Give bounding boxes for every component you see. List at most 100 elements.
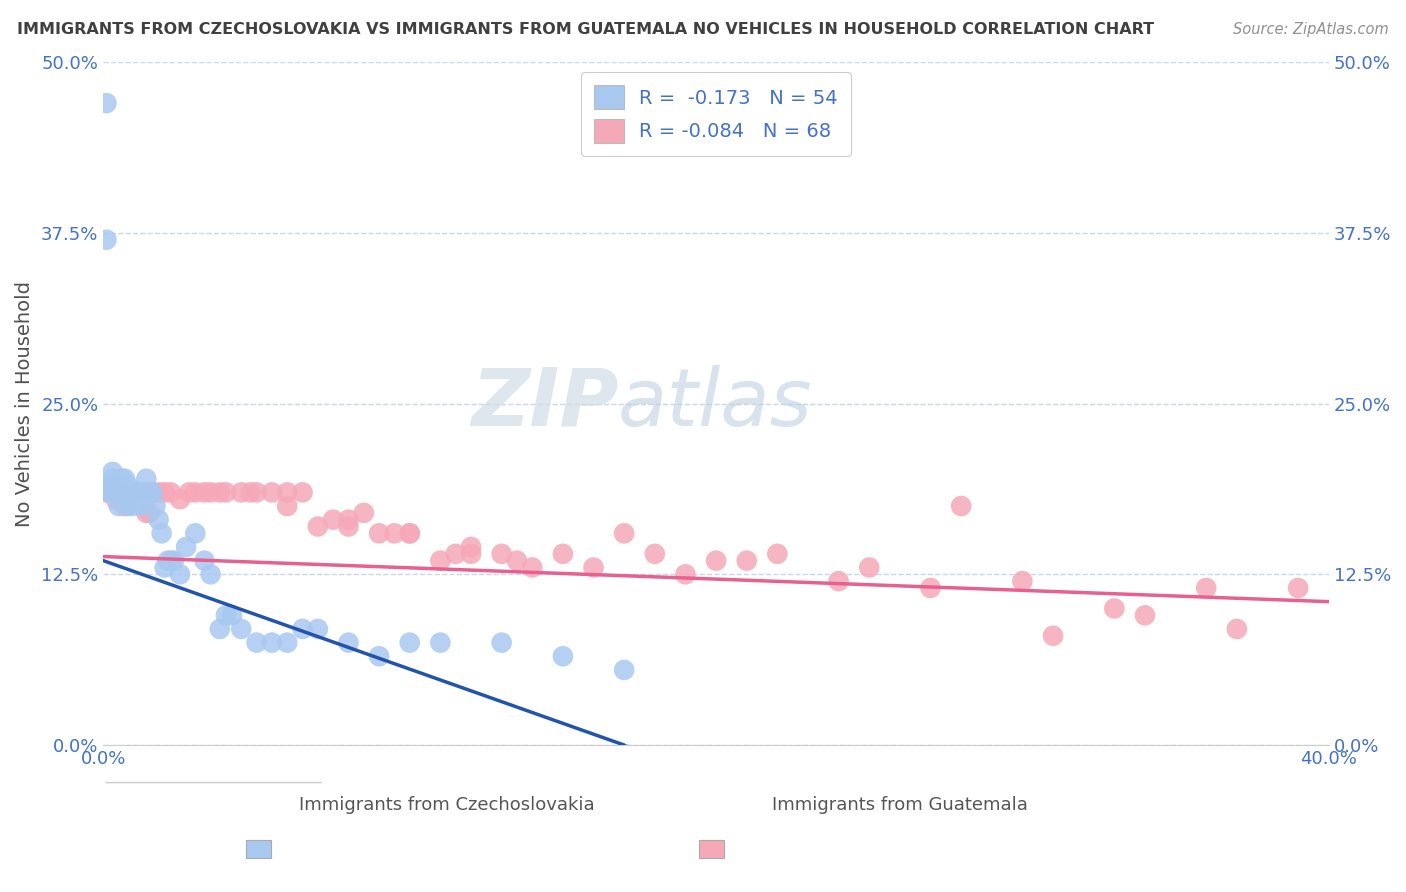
Point	[117, 492, 139, 507]
Point	[96, 96, 118, 111]
Point	[122, 485, 145, 500]
Point	[193, 554, 215, 568]
Text: IMMIGRANTS FROM CZECHOSLOVAKIA VS IMMIGRANTS FROM GUATEMALA NO VEHICLES IN HOUSE: IMMIGRANTS FROM CZECHOSLOVAKIA VS IMMIGR…	[17, 22, 1154, 37]
Point	[950, 499, 973, 513]
Point	[1104, 601, 1126, 615]
Point	[148, 485, 170, 500]
Point	[200, 567, 222, 582]
Point	[132, 485, 155, 500]
Point	[444, 547, 467, 561]
Point	[122, 499, 145, 513]
Point	[179, 485, 201, 500]
Text: atlas: atlas	[619, 365, 813, 442]
Point	[398, 526, 420, 541]
Point	[337, 513, 360, 527]
Point	[827, 574, 849, 589]
Point	[398, 526, 420, 541]
Point	[491, 635, 513, 649]
Point	[245, 635, 267, 649]
Point	[107, 485, 129, 500]
Point	[120, 485, 142, 500]
Point	[163, 554, 186, 568]
Point	[766, 547, 789, 561]
Point	[368, 649, 391, 664]
Point	[551, 649, 574, 664]
Point	[104, 485, 127, 500]
Point	[221, 608, 243, 623]
Point	[135, 472, 157, 486]
Point	[159, 554, 181, 568]
Point	[129, 485, 152, 500]
Point	[208, 485, 231, 500]
Point	[276, 499, 298, 513]
Point	[138, 485, 160, 500]
Point	[184, 485, 207, 500]
Point	[145, 499, 167, 513]
Point	[141, 485, 163, 500]
Point	[150, 526, 173, 541]
Point	[491, 547, 513, 561]
Point	[174, 540, 197, 554]
Point	[111, 472, 134, 486]
Point	[127, 485, 149, 500]
Point	[307, 622, 329, 636]
Point	[114, 472, 136, 486]
Point	[132, 499, 155, 513]
Text: Immigrants from Guatemala: Immigrants from Guatemala	[772, 797, 1028, 814]
Point	[117, 499, 139, 513]
Point	[276, 485, 298, 500]
Point	[613, 526, 636, 541]
Point	[153, 485, 176, 500]
Text: Immigrants from Czechoslovakia: Immigrants from Czechoslovakia	[298, 797, 595, 814]
Point	[1011, 574, 1033, 589]
Point	[353, 506, 375, 520]
Point	[460, 540, 482, 554]
Point	[200, 485, 222, 500]
Point	[1226, 622, 1249, 636]
Point	[1042, 629, 1064, 643]
Point	[107, 485, 129, 500]
Point	[101, 485, 124, 500]
Point	[104, 492, 127, 507]
Point	[239, 485, 262, 500]
Point	[398, 635, 420, 649]
Point	[215, 485, 238, 500]
Point	[141, 485, 163, 500]
Point	[582, 560, 605, 574]
Point	[1286, 581, 1309, 595]
Point	[704, 554, 727, 568]
Point	[127, 485, 149, 500]
Point	[96, 485, 118, 500]
Point	[111, 485, 134, 500]
Point	[184, 526, 207, 541]
Point	[122, 485, 145, 500]
Point	[429, 554, 451, 568]
Point	[231, 622, 253, 636]
Legend: R =  -0.173   N = 54, R = -0.084   N = 68: R = -0.173 N = 54, R = -0.084 N = 68	[581, 72, 852, 156]
Point	[384, 526, 406, 541]
Point	[98, 485, 121, 500]
Point	[337, 635, 360, 649]
Point	[291, 485, 314, 500]
Point	[135, 506, 157, 520]
Point	[307, 519, 329, 533]
Point	[104, 478, 127, 492]
Point	[276, 635, 298, 649]
Point	[208, 622, 231, 636]
Point	[231, 485, 253, 500]
Y-axis label: No Vehicles in Household: No Vehicles in Household	[15, 281, 34, 526]
Point	[675, 567, 697, 582]
Point	[215, 608, 238, 623]
Text: Source: ZipAtlas.com: Source: ZipAtlas.com	[1233, 22, 1389, 37]
Point	[245, 485, 267, 500]
Point	[522, 560, 544, 574]
Point	[98, 478, 121, 492]
Point	[337, 519, 360, 533]
Point	[1133, 608, 1156, 623]
Point	[644, 547, 666, 561]
Point	[291, 622, 314, 636]
Point	[101, 472, 124, 486]
Point	[153, 560, 176, 574]
Text: ZIP: ZIP	[471, 365, 619, 442]
Point	[506, 554, 529, 568]
